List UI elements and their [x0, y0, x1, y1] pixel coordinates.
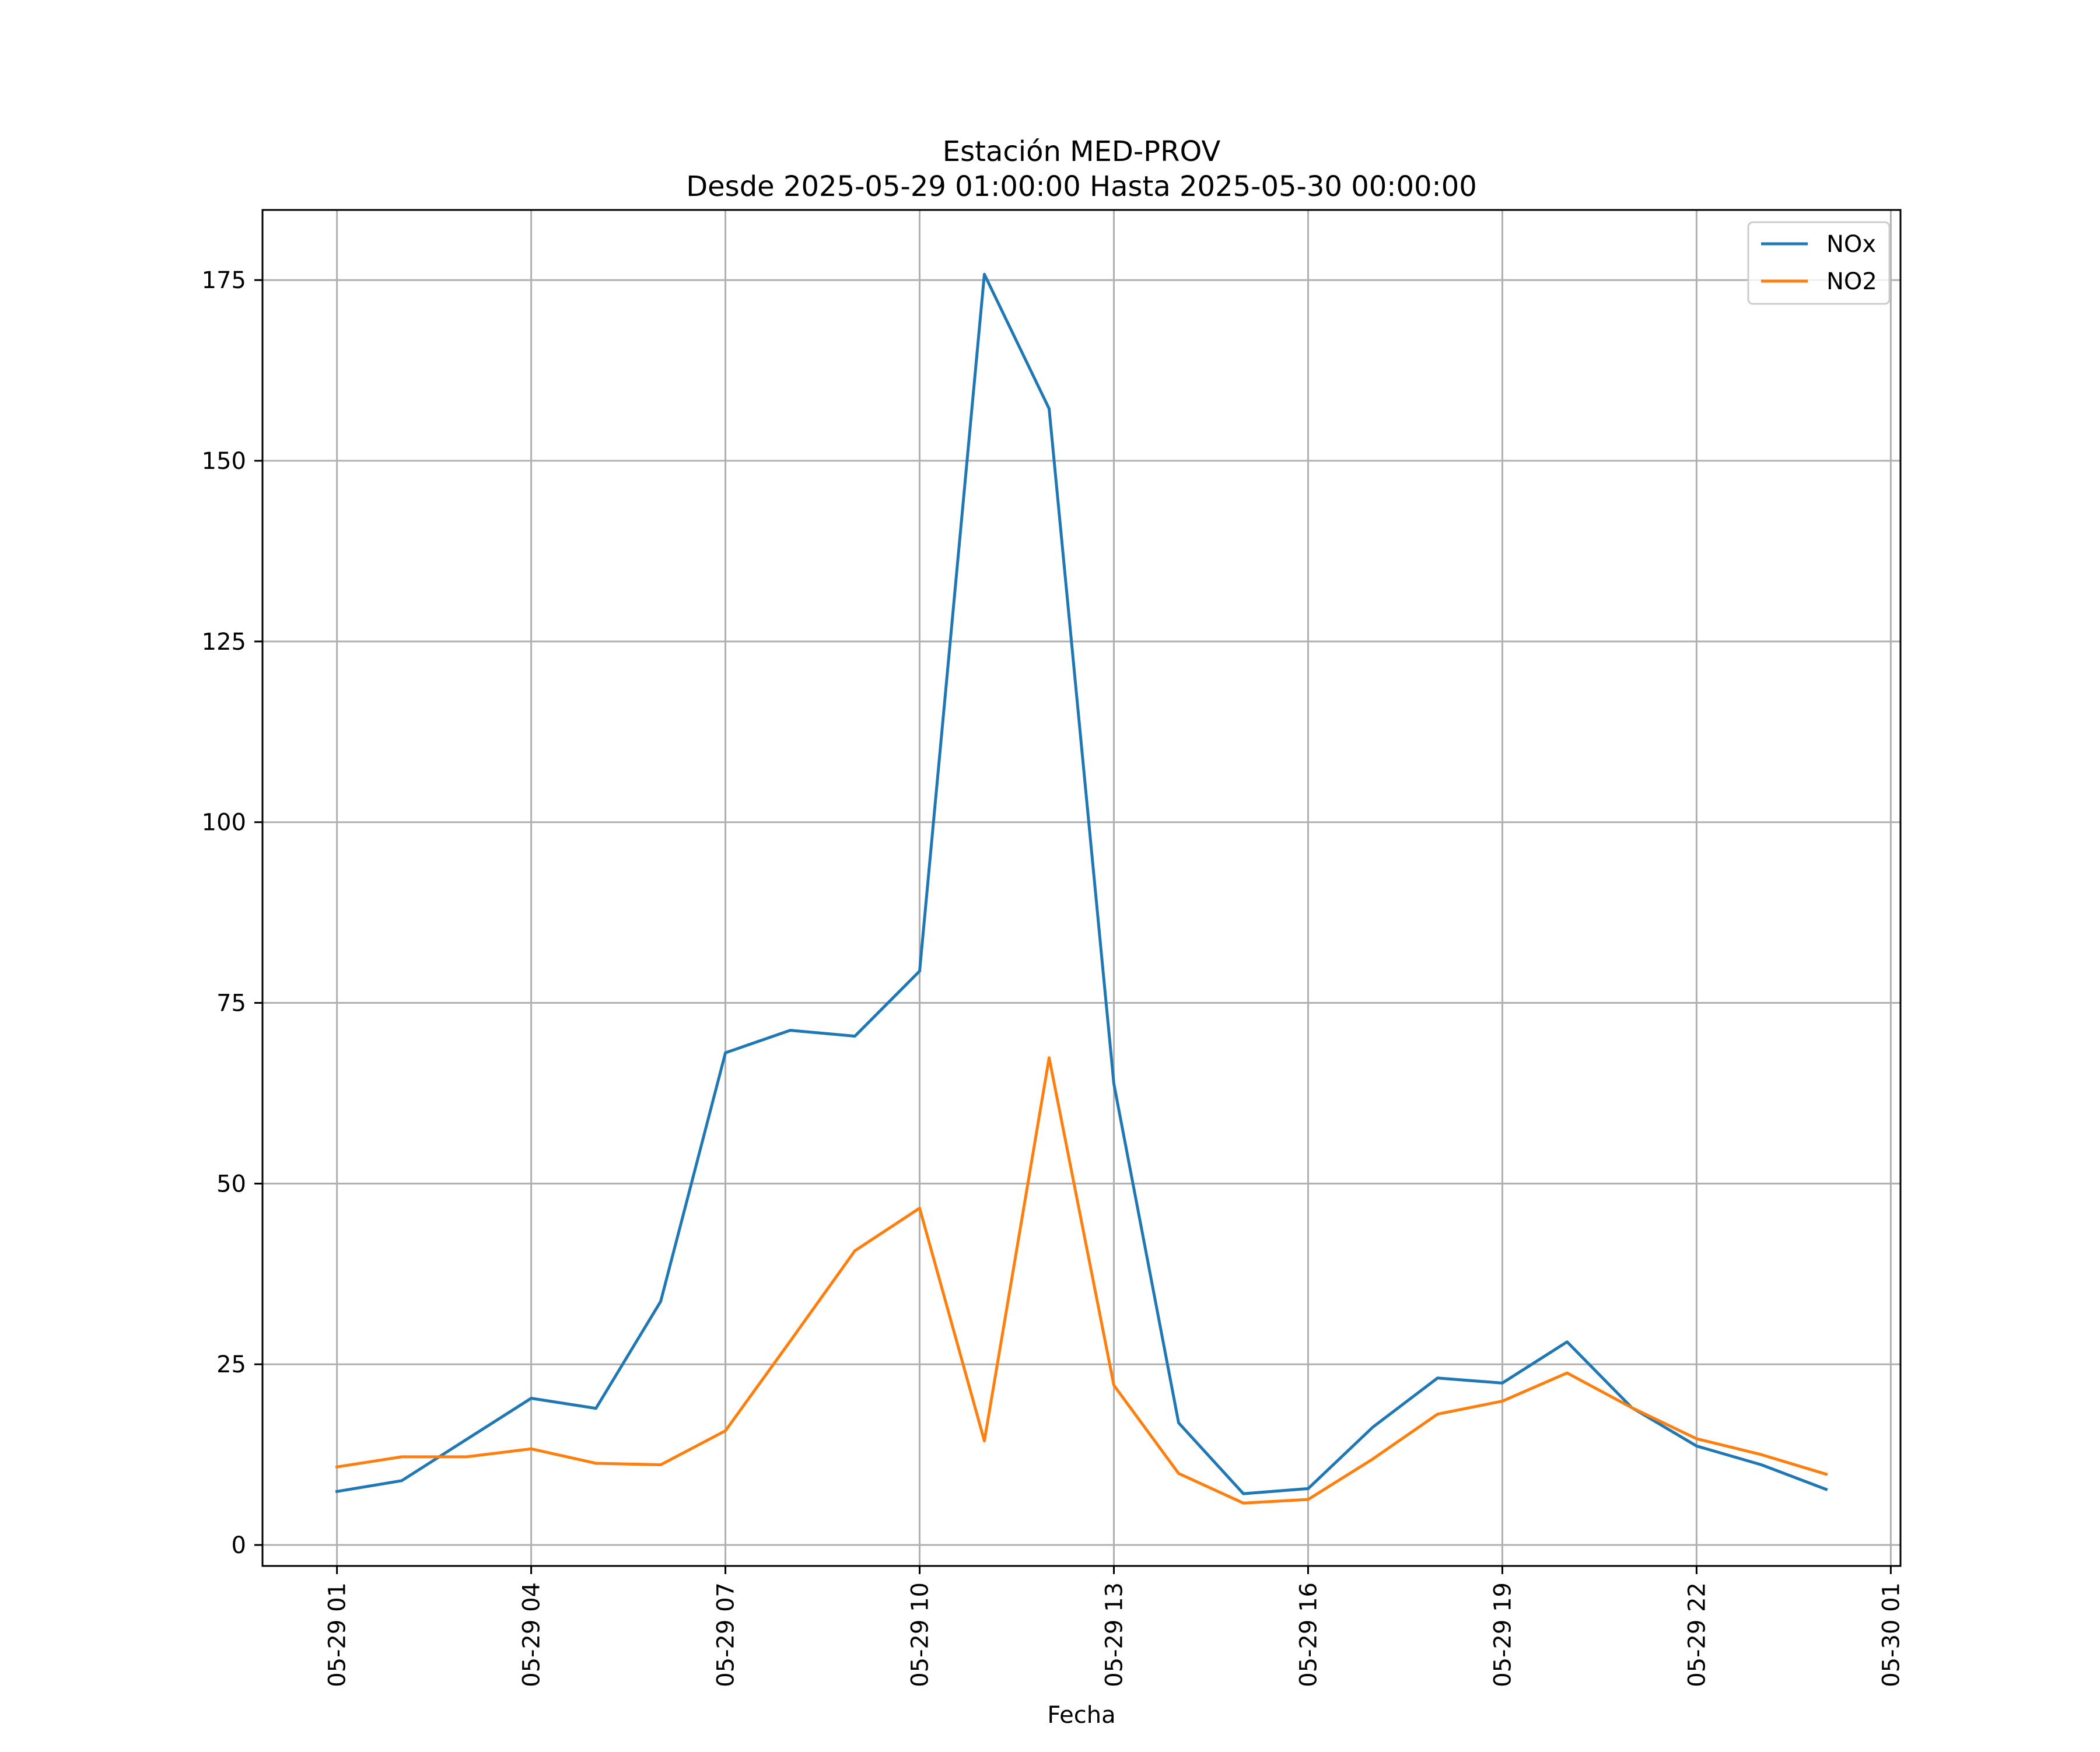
x-tick-label: 05-29 04 — [519, 1582, 545, 1687]
chart-subtitle: Desde 2025-05-29 01:00:00 Hasta 2025-05-… — [686, 170, 1477, 203]
y-tick-label: 150 — [202, 448, 246, 475]
x-tick-label: 05-30 01 — [1878, 1582, 1905, 1687]
y-axis: 0 25 50 75 100 125 150 175 — [202, 267, 262, 1559]
x-tick-label: 05-29 16 — [1295, 1582, 1322, 1687]
x-tick-label: 05-29 01 — [324, 1582, 351, 1687]
x-tick-label: 05-29 10 — [907, 1582, 934, 1687]
x-tick-label: 05-29 13 — [1101, 1582, 1128, 1687]
y-tick-label: 25 — [216, 1351, 246, 1378]
y-tick-label: 100 — [202, 810, 246, 836]
y-tick-label: 0 — [232, 1532, 246, 1559]
legend: NOx NO2 — [1747, 221, 1891, 305]
x-axis: 05-29 01 05-29 04 05-29 07 05-29 10 05-29 13… — [324, 1566, 1905, 1687]
x-tick-label: 05-29 07 — [713, 1582, 740, 1687]
y-tick-label: 50 — [216, 1171, 246, 1197]
series-lines — [335, 272, 1828, 1505]
series-line-no2 — [335, 1056, 1828, 1505]
series-line-nox — [335, 272, 1828, 1495]
chart-title: Estación MED-PROV — [943, 135, 1221, 168]
x-axis-label: Fecha — [1047, 1702, 1115, 1729]
y-tick-label: 125 — [202, 629, 246, 656]
x-tick-label: 05-29 22 — [1684, 1582, 1710, 1687]
legend-label-nox: NOx — [1826, 231, 1876, 258]
x-tick-label: 05-29 19 — [1489, 1582, 1516, 1687]
y-tick-label: 175 — [202, 267, 246, 294]
plot-area-frame — [261, 209, 1902, 1567]
legend-label-no2: NO2 — [1826, 268, 1877, 295]
grid — [262, 210, 1901, 1566]
y-tick-label: 75 — [216, 990, 246, 1017]
